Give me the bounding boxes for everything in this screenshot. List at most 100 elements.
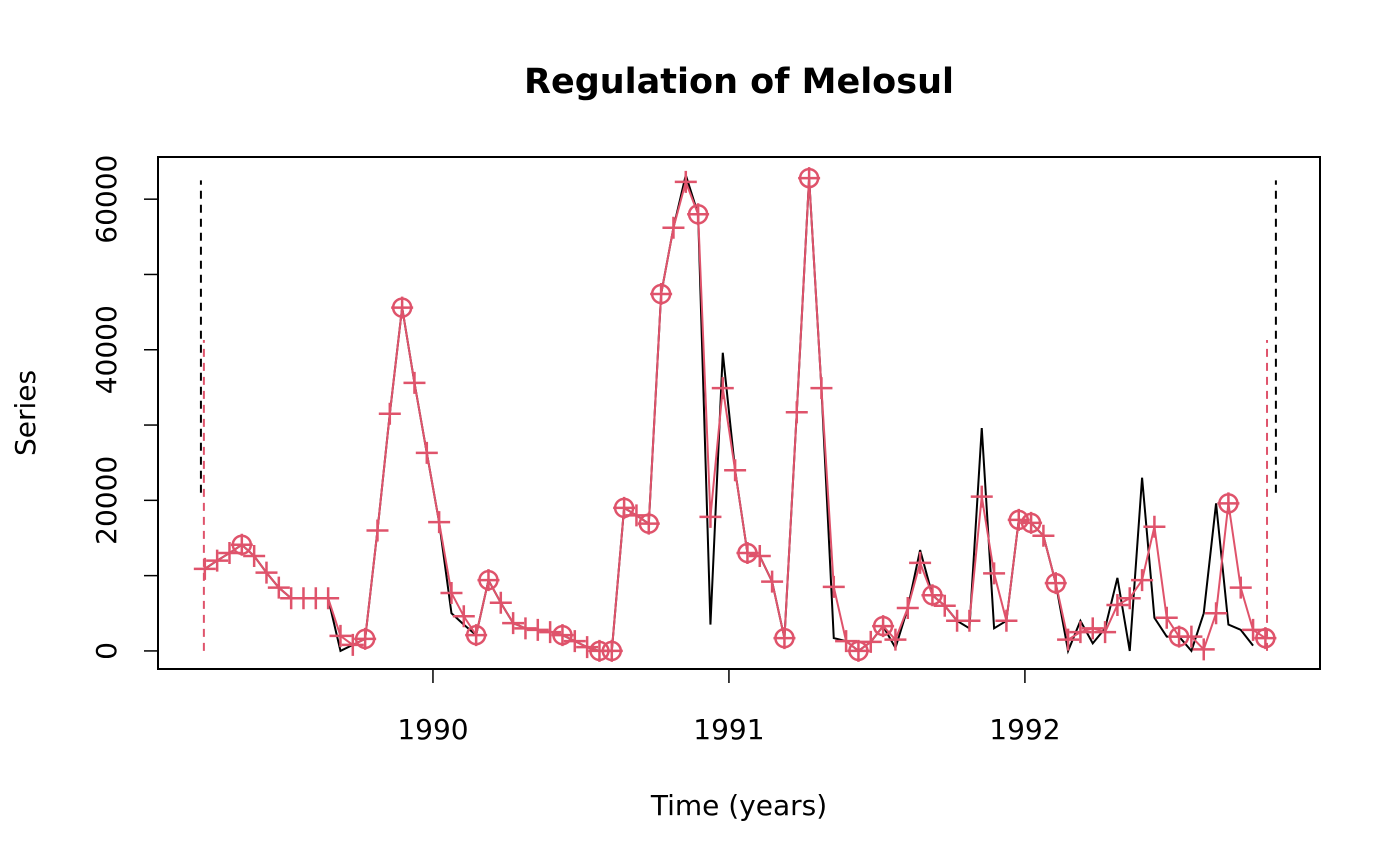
data-point-circle (613, 497, 635, 519)
data-point-plus (613, 496, 636, 519)
x-tick-label: 1992 (989, 713, 1060, 746)
data-point-plus (428, 511, 451, 534)
data-point-plus (415, 441, 438, 464)
x-tick-label: 1991 (693, 713, 764, 746)
y-tick-label: 0 (90, 642, 123, 660)
data-point-circle (478, 569, 499, 591)
data-point-circle (465, 624, 487, 646)
y-tick-label: 60000 (90, 155, 123, 244)
series-line-original (204, 171, 1254, 655)
data-point-plus (674, 170, 697, 193)
data-point-plus (502, 612, 525, 635)
data-point-plus (1131, 569, 1154, 592)
data-point-plus (1155, 606, 1178, 629)
data-point-plus (1118, 587, 1141, 610)
data-point-plus (1143, 515, 1166, 538)
data-point-plus (835, 630, 858, 653)
data-point-circle (737, 542, 758, 564)
data-point-plus (909, 551, 932, 574)
data-point-plus (267, 576, 290, 599)
data-point-plus (1192, 638, 1215, 661)
data-point-plus (983, 562, 1006, 585)
data-point-plus (761, 570, 784, 593)
data-point-plus (366, 519, 389, 542)
data-point-plus (798, 167, 821, 190)
data-point-plus (1217, 492, 1240, 515)
data-point-circle (1168, 626, 1190, 647)
data-point-plus (378, 402, 401, 425)
data-point-circle (798, 167, 820, 189)
plot-frame (157, 156, 1321, 670)
data-point-plus (1057, 628, 1080, 651)
data-point-plus (933, 594, 956, 617)
data-point-plus (810, 377, 833, 400)
data-point-plus (477, 569, 500, 592)
data-point-plus (1205, 602, 1228, 625)
data-point-plus (637, 512, 660, 535)
data-point-plus (354, 627, 377, 650)
data-point-plus (193, 557, 216, 580)
data-point-plus (822, 575, 845, 598)
data-point-circle (774, 627, 795, 649)
data-point-plus (958, 609, 981, 632)
data-point-plus (995, 609, 1018, 632)
chart-title: Regulation of Melosul (524, 62, 954, 102)
data-point-plus (687, 203, 710, 226)
data-point-plus (243, 545, 266, 568)
data-point-circle (687, 203, 709, 225)
data-point-plus (736, 542, 759, 565)
data-point-plus (859, 630, 882, 653)
data-point-circle (552, 624, 573, 646)
data-point-plus (711, 377, 734, 400)
data-point-plus (230, 533, 253, 556)
data-point-plus (662, 216, 685, 239)
data-point-circle (354, 628, 376, 650)
data-point-plus (773, 627, 796, 650)
data-point-plus (1044, 572, 1067, 595)
data-point-plus (1254, 627, 1277, 650)
data-point-plus (489, 591, 512, 614)
data-point-plus (748, 545, 771, 568)
data-point-plus (1032, 524, 1055, 547)
data-point-plus (847, 639, 870, 662)
data-point-plus (341, 633, 364, 656)
data-point-plus (1229, 576, 1252, 599)
data-point-plus (1180, 625, 1203, 648)
data-point-circle (1008, 509, 1030, 531)
y-tick-label: 40000 (90, 305, 123, 394)
data-point-circle (601, 640, 623, 662)
data-point-circle (589, 640, 610, 662)
data-point-plus (563, 630, 586, 653)
data-point-plus (1020, 511, 1043, 534)
y-tick-label: 20000 (90, 456, 123, 545)
data-point-circle (1045, 572, 1067, 594)
data-point-plus (970, 485, 993, 508)
data-point-circle (1020, 512, 1042, 534)
data-point-circle (1255, 627, 1276, 649)
data-point-plus (514, 617, 537, 640)
data-point-plus (785, 401, 808, 424)
data-point-plus (699, 505, 722, 528)
data-point-circle (848, 640, 869, 662)
data-point-circle (231, 534, 253, 556)
data-point-plus (872, 615, 895, 638)
data-point-plus (452, 605, 475, 628)
data-point-plus (539, 621, 562, 644)
data-point-plus (329, 624, 352, 647)
data-point-circle (1218, 493, 1239, 514)
data-point-plus (576, 636, 599, 659)
data-point-plus (600, 639, 623, 662)
data-point-plus (317, 587, 340, 610)
data-point-plus (391, 296, 414, 319)
y-axis-label: Series (9, 370, 42, 456)
data-point-plus (1094, 621, 1117, 644)
data-point-plus (255, 561, 278, 584)
data-point-plus (1007, 508, 1030, 531)
data-point-plus (206, 549, 229, 572)
data-point-plus (1069, 621, 1092, 644)
data-point-plus (884, 628, 907, 651)
data-point-plus (724, 459, 747, 482)
data-point-plus (896, 597, 919, 620)
x-axis-label: Time (years) (650, 789, 827, 822)
